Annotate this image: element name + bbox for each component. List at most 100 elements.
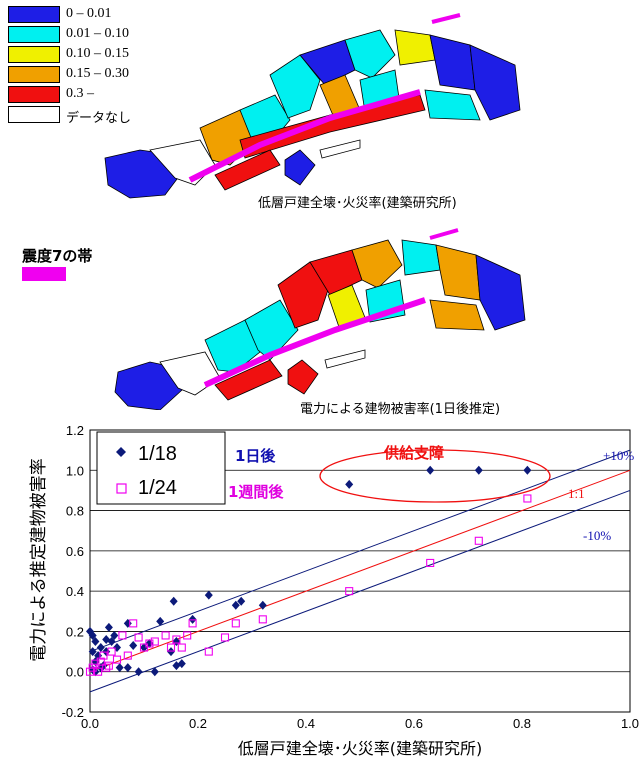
legend-label: データなし — [66, 111, 132, 126]
y-tick-label: 0.4 — [66, 584, 84, 599]
data-point-1-18 — [474, 465, 483, 475]
map-region — [344, 29, 396, 79]
data-point-1-18 — [88, 630, 97, 640]
data-point-1-18 — [523, 465, 532, 475]
legend-row: データなし — [8, 104, 208, 126]
legend-label: 0.10 – 0.15 — [66, 46, 129, 61]
top-map-caption: 低層戸建全壊･火災率(建築研究所) — [258, 196, 457, 211]
legend-swatch — [8, 6, 60, 23]
shindo7-band-bottom — [203, 297, 426, 388]
data-points — [85, 465, 532, 677]
data-point-1-24 — [188, 619, 197, 628]
data-point-1-18 — [129, 641, 138, 651]
data-point-1-24 — [345, 587, 354, 596]
map-region — [114, 361, 183, 410]
legend-row: 0.15 – 0.30 — [8, 64, 208, 84]
data-point-1-18 — [123, 663, 132, 673]
shindo7-label: 震度7の帯 — [22, 247, 93, 265]
data-point-1-24 — [94, 667, 103, 676]
top-map — [104, 29, 521, 199]
data-point-1-24 — [107, 647, 116, 656]
legend-row: 0.10 – 0.15 — [8, 44, 208, 64]
x-tick-label: 0.6 — [405, 716, 423, 731]
map-legend: 0 – 0.01 0.01 – 0.10 0.10 – 0.15 0.15 – … — [8, 4, 208, 126]
y-tick-label: 0.8 — [66, 504, 84, 519]
legend-series-1: 1/18 — [138, 443, 177, 465]
plot-frame — [89, 429, 631, 713]
y-tick-label: 0.6 — [66, 544, 84, 559]
legend-swatch — [8, 26, 60, 43]
data-point-1-18 — [345, 479, 354, 489]
y-tick-label: 1.0 — [66, 463, 84, 478]
shindo7-swatch — [22, 267, 66, 281]
ref-label-1to1: 1:1 — [568, 486, 585, 501]
data-point-1-18 — [110, 630, 119, 640]
x-tick-label: 1.0 — [621, 716, 639, 731]
legend-label: 0.15 – 0.30 — [66, 66, 129, 81]
annotation-week1: 1週間後 — [228, 483, 284, 501]
data-point-1-18 — [96, 643, 105, 653]
shindo7-band-top — [431, 13, 461, 24]
map-region — [277, 261, 329, 329]
legend-row: 0.01 – 0.10 — [8, 24, 208, 44]
y-tick-label: 1.2 — [66, 423, 84, 438]
data-point-1-24 — [134, 633, 143, 642]
x-tick-label: 0.4 — [297, 716, 315, 731]
data-point-1-24 — [231, 619, 240, 628]
data-point-1-18 — [104, 622, 113, 632]
map-region — [214, 359, 283, 401]
data-point-1-24 — [258, 615, 267, 624]
supply-ellipse — [319, 449, 551, 503]
legend-swatch — [8, 86, 60, 103]
x-tick-label: 0.2 — [189, 716, 207, 731]
y-axis-title: 電力による推定建物被害率 — [29, 458, 49, 662]
data-point-1-24 — [104, 661, 113, 670]
legend-swatch — [8, 66, 60, 83]
legend-row: 0 – 0.01 — [8, 4, 208, 24]
data-point-1-24 — [102, 663, 111, 672]
annotation-supply: 供給支障 — [383, 444, 444, 462]
y-tick-label: -0.2 — [62, 705, 84, 720]
legend-marker-square — [116, 483, 127, 494]
port-outline — [287, 359, 319, 395]
map-region — [429, 299, 485, 331]
data-point-1-24 — [150, 637, 159, 646]
legend-label: 0.01 – 0.10 — [66, 26, 129, 41]
bottom-map-caption: 電力による建物被害率(1日後推定) — [300, 402, 501, 417]
map-region — [469, 44, 521, 121]
data-point-1-24 — [96, 657, 105, 666]
map-region — [269, 54, 321, 119]
data-point-1-18 — [134, 667, 143, 677]
map-region — [429, 34, 476, 91]
data-point-1-24 — [474, 536, 483, 545]
data-point-1-24 — [123, 651, 132, 660]
legend-series-2: 1/24 — [138, 477, 177, 499]
data-point-1-24 — [91, 659, 100, 668]
y-tick-label: 0.0 — [66, 665, 84, 680]
port-outline — [284, 149, 316, 186]
data-point-1-24 — [172, 635, 181, 644]
x-tick-label: 0.8 — [513, 716, 531, 731]
legend-label: 0.3 – — [66, 86, 94, 101]
data-point-1-18 — [177, 659, 186, 669]
map-region — [435, 244, 481, 301]
map-region — [204, 319, 261, 373]
ref-label-plus10: +10% — [603, 448, 634, 463]
bottom-map — [114, 239, 526, 410]
map-region — [244, 299, 299, 361]
data-point-1-18 — [204, 590, 213, 600]
axis-ticks: -0.20.00.20.40.60.81.01.20.0 0.2 0.4 0.6 0.8… — [62, 423, 639, 731]
map-region — [424, 89, 481, 121]
x-axis-title: 低層戸建全壊･火災率(建築研究所) — [238, 739, 483, 758]
data-point-1-24 — [145, 639, 154, 648]
data-point-1-18 — [237, 596, 246, 606]
data-point-1-24 — [161, 631, 170, 640]
map-region — [214, 149, 281, 191]
legend-row: 0.3 – — [8, 84, 208, 104]
legend-marker-diamond — [116, 447, 126, 457]
legend-swatch — [8, 106, 60, 123]
maps-figure — [104, 13, 526, 410]
data-point-1-24 — [204, 647, 213, 656]
data-point-1-18 — [231, 600, 240, 610]
